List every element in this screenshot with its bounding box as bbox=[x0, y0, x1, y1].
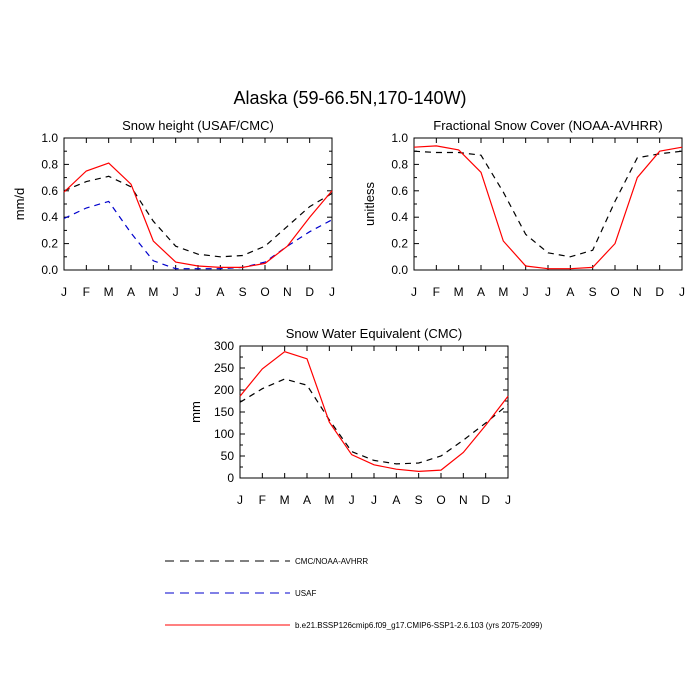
plot-frame bbox=[413, 137, 683, 271]
chart-panel-snow-cover: Fractional Snow Cover (NOAA-AVHRR) unitle… bbox=[362, 118, 685, 299]
series-line bbox=[63, 200, 333, 270]
x-tick-label: S bbox=[415, 493, 423, 507]
y-tick-label: 200 bbox=[214, 383, 234, 397]
series-line bbox=[239, 378, 509, 465]
x-tick-label: M bbox=[104, 285, 114, 299]
x-tick-label: J bbox=[349, 493, 355, 507]
x-tick-label: O bbox=[610, 285, 619, 299]
x-tick-label: N bbox=[459, 493, 468, 507]
series-line bbox=[63, 175, 333, 258]
x-tick-label: J bbox=[411, 285, 417, 299]
x-tick-label: J bbox=[679, 285, 685, 299]
x-tick-label: M bbox=[148, 285, 158, 299]
x-tick-label: N bbox=[283, 285, 292, 299]
y-tick-label: 1.0 bbox=[41, 131, 58, 145]
x-tick-label: M bbox=[498, 285, 508, 299]
x-tick-label: J bbox=[61, 285, 67, 299]
y-tick-label: 0.2 bbox=[41, 237, 58, 251]
chart-panel-swe: Snow Water Equivalent (CMC) mm 0 50 100 150 20… bbox=[188, 326, 511, 507]
x-tick-label: S bbox=[589, 285, 597, 299]
y-tick-label: 0.8 bbox=[41, 157, 58, 171]
y-tick-label: 150 bbox=[214, 405, 234, 419]
x-tick-label: M bbox=[280, 493, 290, 507]
y-tick-label: 0.0 bbox=[391, 263, 408, 277]
x-tick-label: A bbox=[303, 493, 311, 507]
y-tick-label: 1.0 bbox=[391, 131, 408, 145]
x-tick-label: A bbox=[127, 285, 135, 299]
y-tick-label: 50 bbox=[221, 449, 235, 463]
series-line bbox=[413, 145, 683, 270]
x-tick-label: M bbox=[324, 493, 334, 507]
series-line bbox=[63, 162, 333, 268]
plot-frame bbox=[63, 137, 333, 271]
series-line bbox=[413, 150, 683, 258]
legend: CMC/NOAA-AVHRR USAF b.e21.BSSP126cmip6.f09… bbox=[165, 557, 543, 630]
y-tick-label: 0.4 bbox=[391, 210, 408, 224]
x-tick-label: M bbox=[454, 285, 464, 299]
x-tick-label: A bbox=[477, 285, 485, 299]
figure-title: Alaska (59-66.5N,170-140W) bbox=[233, 88, 466, 108]
y-tick-label: 100 bbox=[214, 427, 234, 441]
panel-title: Fractional Snow Cover (NOAA-AVHRR) bbox=[433, 118, 662, 133]
y-tick-label: 0.2 bbox=[391, 237, 408, 251]
y-axis-label: unitless bbox=[362, 181, 377, 226]
x-tick-label: D bbox=[481, 493, 490, 507]
x-tick-label: J bbox=[173, 285, 179, 299]
panel-title: Snow height (USAF/CMC) bbox=[122, 118, 274, 133]
x-tick-label: F bbox=[83, 285, 90, 299]
x-tick-label: A bbox=[216, 285, 224, 299]
x-tick-label: D bbox=[305, 285, 314, 299]
legend-label: USAF bbox=[295, 589, 316, 598]
chart-panels: Snow height (USAF/CMC) mm/d 0.0 0.2 0.4 0.6 0.… bbox=[12, 118, 685, 507]
x-tick-label: F bbox=[433, 285, 440, 299]
x-tick-label: N bbox=[633, 285, 642, 299]
x-tick-label: J bbox=[523, 285, 529, 299]
panel-title: Snow Water Equivalent (CMC) bbox=[286, 326, 463, 341]
legend-label: b.e21.BSSP126cmip6.f09_g17.CMIP6-SSP1-2.… bbox=[295, 621, 543, 630]
chart-panel-snow-height: Snow height (USAF/CMC) mm/d 0.0 0.2 0.4 0.6 0.… bbox=[12, 118, 335, 299]
y-tick-label: 0 bbox=[227, 471, 234, 485]
y-tick-label: 0.6 bbox=[41, 184, 58, 198]
y-tick-label: 250 bbox=[214, 361, 234, 375]
plot-frame bbox=[239, 345, 509, 479]
x-tick-label: J bbox=[371, 493, 377, 507]
y-tick-label: 0.8 bbox=[391, 157, 408, 171]
x-tick-label: J bbox=[237, 493, 243, 507]
legend-label: CMC/NOAA-AVHRR bbox=[295, 557, 368, 566]
x-tick-label: J bbox=[545, 285, 551, 299]
y-tick-label: 0.6 bbox=[391, 184, 408, 198]
y-tick-label: 0.0 bbox=[41, 263, 58, 277]
x-tick-label: F bbox=[259, 493, 266, 507]
x-tick-label: O bbox=[260, 285, 269, 299]
y-axis-label: mm bbox=[188, 401, 203, 423]
x-tick-label: A bbox=[392, 493, 400, 507]
y-tick-label: 0.4 bbox=[41, 210, 58, 224]
x-tick-label: D bbox=[655, 285, 664, 299]
x-tick-label: J bbox=[195, 285, 201, 299]
y-tick-label: 300 bbox=[214, 339, 234, 353]
x-tick-label: S bbox=[239, 285, 247, 299]
series-line bbox=[239, 351, 509, 473]
y-axis-label: mm/d bbox=[12, 188, 27, 221]
x-tick-label: O bbox=[436, 493, 445, 507]
x-tick-label: J bbox=[505, 493, 511, 507]
x-tick-label: A bbox=[566, 285, 574, 299]
x-tick-label: J bbox=[329, 285, 335, 299]
